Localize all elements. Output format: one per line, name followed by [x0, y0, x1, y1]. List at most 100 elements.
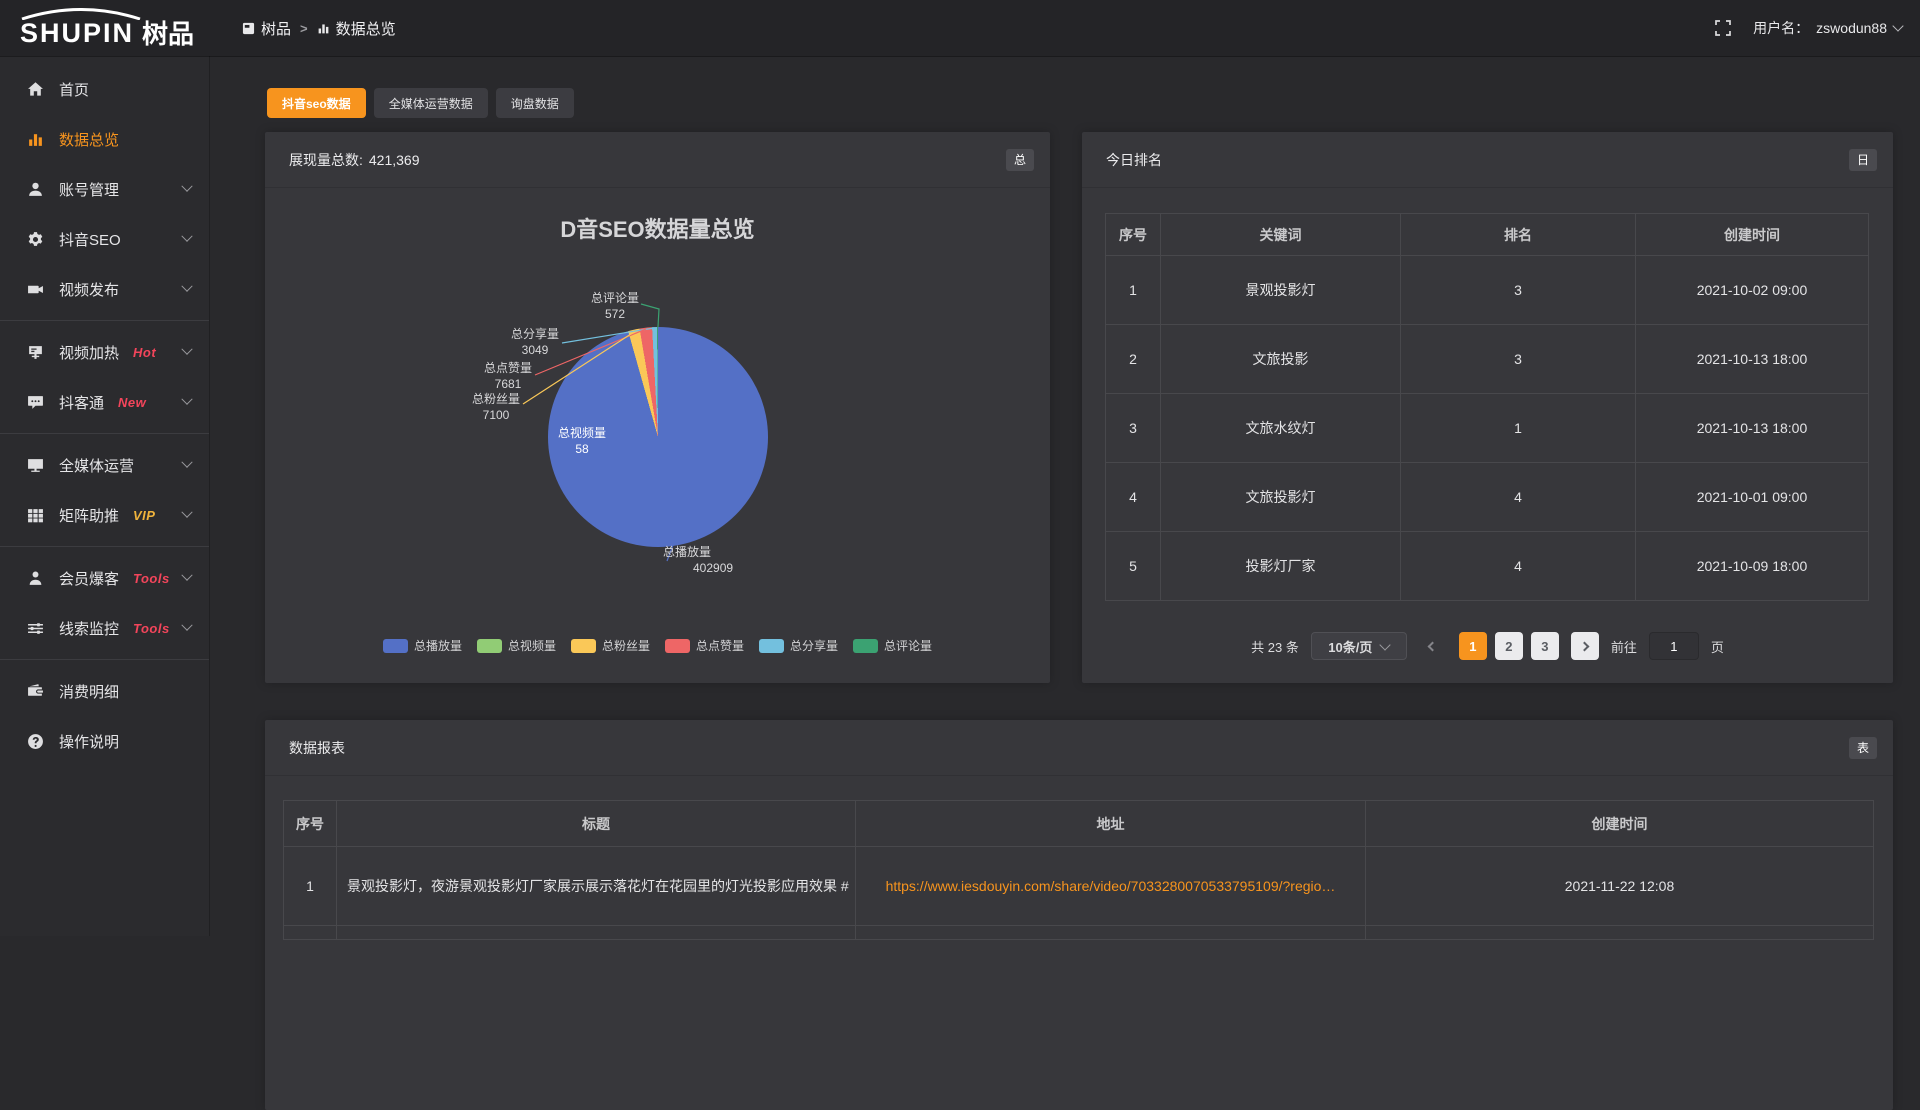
chevron-down-icon — [181, 506, 193, 518]
table-view-button[interactable]: 表 — [1848, 737, 1877, 759]
table-cell: 2 — [1105, 324, 1161, 394]
sidebar: 首页 数据总览 账号管理 抖音SEO 视频发布 视频加热 Hot 抖客通 New 全媒体运营 矩阵助… — [0, 56, 210, 936]
prev-page-button[interactable] — [1419, 632, 1447, 660]
sidebar-item-person[interactable]: 会员爆客 Tools — [0, 553, 209, 603]
monitor-icon — [27, 457, 46, 474]
page-button-3[interactable]: 3 — [1530, 632, 1559, 660]
sidebar-item-billboard[interactable]: 视频加热 Hot — [0, 327, 209, 377]
table-cell: 5 — [1105, 531, 1161, 601]
report-title: 数据报表 — [289, 739, 345, 756]
data-tabs: 抖音seo数据 全媒体运营数据 询盘数据 — [267, 88, 574, 118]
goto-page-input[interactable] — [1648, 632, 1699, 660]
tab-0[interactable]: 抖音seo数据 — [267, 88, 366, 118]
camera-icon — [27, 281, 46, 298]
legend-item[interactable]: 总分享量 — [759, 637, 838, 654]
page-button-1[interactable]: 1 — [1458, 632, 1487, 660]
next-page-button[interactable] — [1570, 632, 1599, 660]
sidebar-item-label: 账号管理 — [59, 181, 120, 199]
chevron-down-icon — [181, 456, 193, 468]
breadcrumb-item-home[interactable]: 树品 — [242, 18, 291, 39]
table-cell: 2021-10-13 18:00 — [1635, 393, 1869, 463]
legend-item[interactable]: 总视频量 — [476, 637, 556, 654]
page-button-2[interactable]: 2 — [1494, 632, 1523, 660]
report-panel: 数据报表 表 序号 标题 地址 创建时间 1 景观投影灯，夜游景观投影灯厂家展示展示落花… — [265, 720, 1893, 1110]
table-cell: 文旅投影 — [1160, 324, 1401, 394]
goto-label: 前往 — [1610, 639, 1637, 655]
table-cell: 投影灯厂家 — [1160, 531, 1401, 601]
app-logo[interactable]: SHUPIN 树品 — [20, 7, 195, 49]
page-size-select[interactable]: 10条/页 — [1310, 632, 1407, 660]
table-cell: 4 — [1400, 462, 1636, 532]
sidebar-item-user[interactable]: 账号管理 — [0, 164, 209, 214]
table-cell: 2021-10-02 09:00 — [1635, 255, 1869, 325]
chevron-down-icon — [181, 343, 193, 355]
sidebar-item-label: 视频加热 — [59, 344, 120, 362]
total-view-button[interactable]: 总 — [1005, 149, 1034, 171]
sidebar-item-sliders[interactable]: 线索监控 Tools — [0, 603, 209, 653]
table-row: 2 文旅投影 3 2021-10-13 18:00 — [1105, 324, 1869, 394]
chevron-down-icon — [1379, 638, 1392, 651]
breadcrumb: 树品 > 数据总览 — [242, 18, 396, 39]
legend-label: 总播放量 — [413, 639, 462, 653]
table-cell: 1 — [1400, 393, 1636, 463]
table-cell-url: https://www.iesdouyin.com/share/video/70… — [855, 846, 1366, 926]
table-row: 3 文旅水纹灯 1 2021-10-13 18:00 — [1105, 393, 1869, 463]
pie-label-plays: 总播放量 402909 — [663, 545, 734, 575]
sidebar-item-label: 抖音SEO — [59, 231, 121, 249]
legend-item[interactable]: 总点赞量 — [665, 637, 744, 654]
breadcrumb-item-current[interactable]: 数据总览 — [317, 18, 396, 39]
chart-icon — [27, 131, 46, 148]
pie-label-shares: 总分享量 3049 — [510, 327, 559, 357]
pagination: 共 23 条 10条/页 123 前往 页 — [1082, 632, 1893, 660]
column-header: 标题 — [336, 800, 856, 847]
total-count: 共 23 条 — [1251, 639, 1299, 655]
legend-item[interactable]: 总评论量 — [853, 637, 932, 654]
column-header: 序号 — [283, 800, 337, 847]
sidebar-badge: Tools — [133, 620, 170, 636]
table-cell: 1 — [1105, 255, 1161, 325]
sidebar-item-camera[interactable]: 视频发布 — [0, 264, 209, 314]
wallet-icon — [27, 683, 46, 700]
legend-label: 总视频量 — [507, 639, 556, 653]
help-icon — [27, 733, 46, 750]
sidebar-item-home[interactable]: 首页 — [0, 64, 209, 114]
tab-2[interactable]: 询盘数据 — [495, 88, 574, 118]
sidebar-item-label: 矩阵助推 — [59, 507, 120, 525]
sidebar-badge: New — [118, 394, 147, 410]
sidebar-item-wallet[interactable]: 消费明细 — [0, 666, 209, 716]
breadcrumb-separator: > — [300, 20, 308, 36]
ranking-title: 今日排名 — [1106, 151, 1162, 168]
user-menu[interactable]: 用户名： zswodun88 — [1753, 18, 1904, 38]
table-cell: 景观投影灯 — [1160, 255, 1401, 325]
fullscreen-icon[interactable] — [1715, 20, 1732, 36]
sidebar-item-chat[interactable]: 抖客通 New — [0, 377, 209, 427]
ranking-table: 序号 关键词 排名 创建时间 1 景观投影灯 3 2021-10-02 09:00 2 文旅投影… — [1105, 213, 1869, 601]
sidebar-item-monitor[interactable]: 全媒体运营 — [0, 440, 209, 490]
legend-item[interactable]: 总播放量 — [382, 637, 462, 654]
sidebar-item-gear[interactable]: 抖音SEO — [0, 214, 209, 264]
user-icon — [27, 181, 46, 198]
logo-text-cn: 树品 — [142, 18, 195, 49]
column-header: 序号 — [1105, 213, 1161, 256]
legend-item[interactable]: 总粉丝量 — [570, 637, 650, 654]
tab-1[interactable]: 全媒体运营数据 — [373, 88, 488, 118]
ranking-panel-header: 今日排名 日 — [1082, 132, 1893, 188]
legend-swatch — [853, 638, 879, 653]
day-view-button[interactable]: 日 — [1848, 149, 1877, 171]
sidebar-item-chart[interactable]: 数据总览 — [0, 114, 209, 164]
column-header: 关键词 — [1160, 213, 1401, 256]
pie-label-videos: 总视频量 58 — [557, 426, 606, 456]
chevron-down-icon — [181, 569, 193, 581]
sidebar-item-label: 操作说明 — [59, 733, 120, 751]
sidebar-item-label: 消费明细 — [59, 683, 120, 701]
video-link[interactable]: https://www.iesdouyin.com/share/video/70… — [885, 878, 1336, 894]
sidebar-item-label: 会员爆客 — [59, 570, 120, 588]
username-label: 用户名： — [1753, 20, 1810, 36]
sidebar-item-grid[interactable]: 矩阵助推 VIP — [0, 490, 209, 540]
table-cell: 2021-10-13 18:00 — [1635, 324, 1869, 394]
sidebar-item-help[interactable]: 操作说明 — [0, 716, 209, 766]
sidebar-divider — [0, 659, 209, 660]
chevron-down-icon — [181, 619, 193, 631]
column-header: 创建时间 — [1635, 213, 1869, 256]
